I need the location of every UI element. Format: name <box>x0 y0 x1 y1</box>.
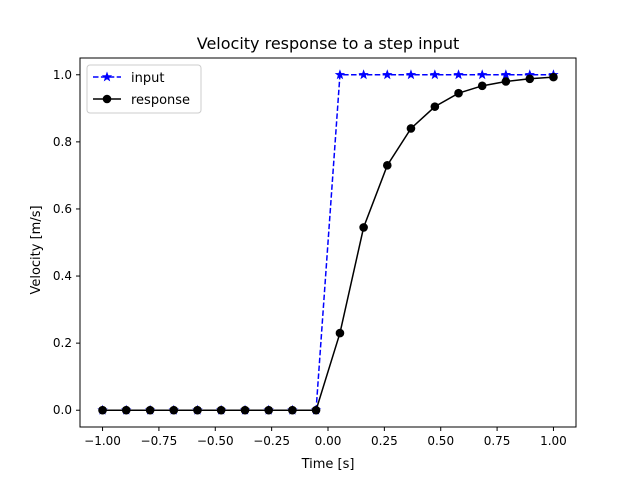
data-point-input <box>405 69 417 80</box>
legend-marker-input <box>101 71 113 82</box>
data-point-response <box>98 405 107 415</box>
data-point-response <box>288 405 297 415</box>
x-tick-label: 0.00 <box>315 434 342 448</box>
data-point-response <box>549 72 558 82</box>
x-tick-label: 1.00 <box>540 434 567 448</box>
data-point-response <box>240 405 250 415</box>
legend-box <box>86 64 202 114</box>
data-point-response <box>264 405 274 415</box>
data-point-response <box>335 328 345 338</box>
y-tick-label: 0.4 <box>53 269 72 283</box>
x-tick-label: −1.00 <box>84 434 121 448</box>
data-point-input <box>477 69 488 80</box>
data-point-response <box>121 405 131 415</box>
y-axis-label: Velocity [m/s] <box>29 205 44 294</box>
data-point-response <box>525 74 535 84</box>
data-point-response <box>216 405 226 415</box>
plot-area: −1.00 −0.75 −0.50 −0.25 0.00 0.25 0.50 0.75 1.00… <box>53 57 577 448</box>
data-point-response <box>501 77 511 86</box>
y-tick-label: 0.2 <box>53 336 72 350</box>
data-point-response <box>382 161 392 170</box>
y-tick-label: 0.8 <box>53 135 72 149</box>
x-tick-label: −0.50 <box>197 434 234 448</box>
data-point-response <box>359 223 368 232</box>
legend-label-input: input <box>131 71 164 86</box>
data-point-input <box>429 69 441 80</box>
data-point-response <box>477 81 487 91</box>
data-point-response <box>193 405 202 415</box>
y-tick-label: 1.0 <box>53 68 72 82</box>
data-point-response <box>145 405 155 415</box>
data-point-response <box>311 405 321 415</box>
data-point-input <box>358 69 369 80</box>
data-point-input <box>382 69 393 80</box>
y-tick-label: 0.6 <box>53 202 72 216</box>
data-point-input <box>500 69 512 80</box>
x-tick-label: 0.50 <box>427 434 454 448</box>
x-axis-label: Time [s] <box>301 457 355 472</box>
y-tick-label: 0.0 <box>53 403 72 417</box>
legend-label-response: response <box>131 93 190 108</box>
x-tick-label: 0.25 <box>371 434 398 448</box>
data-point-response <box>430 102 440 111</box>
data-point-input <box>453 69 464 80</box>
data-point-input <box>334 69 346 80</box>
data-point-response <box>169 405 179 415</box>
x-tick-label: 0.75 <box>484 434 511 448</box>
x-tick-label: −0.75 <box>141 434 178 448</box>
x-tick-label: −0.25 <box>253 434 290 448</box>
data-point-response <box>454 88 463 98</box>
chart-title: Velocity response to a step input <box>197 34 460 53</box>
data-point-response <box>406 124 416 133</box>
legend-marker-response <box>102 94 112 104</box>
